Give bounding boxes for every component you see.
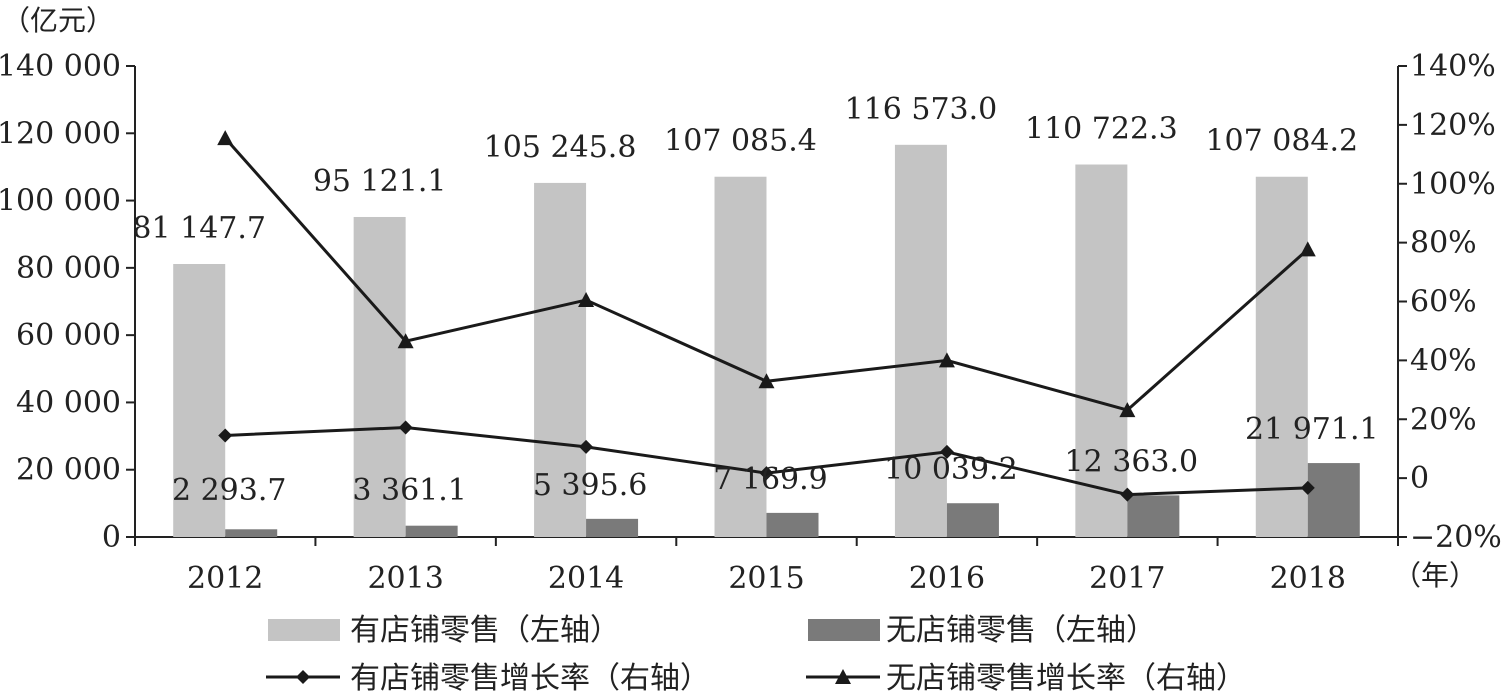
bar-nonstore-sales: [766, 512, 819, 537]
legend: 有店铺零售（左轴） 无店铺零售（左轴） 有店铺零售增长率（右轴） 无店铺零售增长…: [266, 613, 1246, 696]
nonstore-growth-point: [1119, 402, 1136, 418]
right-tick-label: 80%: [1410, 226, 1477, 261]
left-tick-label: 0: [102, 520, 121, 555]
left-tick-label: 20 000: [16, 453, 121, 488]
nonstore-sales-value-label: 2 293.7: [172, 473, 287, 508]
store-growth-point: [939, 444, 954, 459]
legend-diamond-marker: [296, 670, 310, 684]
data-labels: 81 147.7 95 121.1 105 245.8 107 085.4 116 57…: [132, 92, 1378, 508]
nonstore-sales-value-label: 21 971.1: [1245, 412, 1379, 447]
store-sales-value-label: 110 722.3: [1025, 111, 1178, 146]
x-axis-unit: （年）: [1393, 559, 1477, 592]
nonstore-sales-value-label: 5 395.6: [533, 468, 648, 503]
legend-label-nonstore-sales: 无店铺零售（左轴）: [886, 613, 1156, 648]
nonstore-growth-point: [938, 352, 955, 368]
x-tick-label: 2012: [187, 561, 263, 596]
x-tick-label: 2015: [728, 561, 804, 596]
bar-store-sales: [173, 263, 226, 537]
right-tick-label: 60%: [1410, 285, 1477, 320]
bar-store-sales: [534, 182, 587, 537]
x-tick-label: 2018: [1270, 561, 1346, 596]
x-tick-label: 2016: [909, 561, 985, 596]
nonstore-sales-value-label: 3 361.1: [352, 473, 467, 508]
left-tick-label: 100 000: [0, 184, 121, 219]
nonstore-growth-point: [758, 373, 775, 389]
nonstore-growth-point: [578, 292, 595, 308]
bar-store-sales: [1075, 164, 1128, 538]
right-tick-label: 40%: [1410, 343, 1477, 378]
left-tick-label: 120 000: [0, 116, 121, 151]
legend-swatch-store-sales: [268, 619, 340, 641]
nonstore-sales-value-label: 12 363.0: [1065, 444, 1199, 479]
right-tick-label: 0: [1410, 461, 1429, 496]
legend-label-nonstore-growth: 无店铺零售增长率（右轴）: [886, 661, 1246, 696]
nonstore-growth-point: [1299, 241, 1316, 257]
nonstore-sales-value-label: 10 039.2: [884, 452, 1018, 487]
left-tick-label: 60 000: [16, 318, 121, 353]
store-growth-point: [759, 466, 774, 481]
bar-store-sales: [714, 176, 767, 537]
right-tick-label: 140%: [1410, 49, 1496, 84]
bar-store-sales: [894, 144, 947, 537]
x-tick-label: 2017: [1089, 561, 1165, 596]
nonstore-growth-point: [397, 333, 414, 349]
legend-swatch-nonstore-sales: [808, 619, 880, 641]
store-growth-point: [579, 439, 594, 454]
nonstore-growth-point: [217, 130, 234, 146]
legend-triangle-marker: [835, 669, 851, 684]
left-tick-label: 40 000: [16, 385, 121, 420]
bar-store-sales: [353, 216, 406, 537]
bar-nonstore-sales: [405, 525, 458, 537]
bar-nonstore-sales: [586, 518, 639, 537]
store-growth-point: [1300, 480, 1315, 495]
right-tick-label: 100%: [1410, 167, 1496, 202]
left-tick-label: 140 000: [0, 49, 121, 84]
bar-nonstore-sales: [946, 503, 999, 537]
bar-nonstore-sales: [225, 529, 278, 537]
lines: [217, 130, 1316, 502]
bar-nonstore-sales: [1307, 463, 1360, 537]
store-sales-value-label: 95 121.1: [313, 164, 447, 199]
right-tick-label: 120%: [1410, 108, 1496, 143]
bar-store-sales: [1255, 176, 1308, 537]
right-tick-label: 20%: [1410, 402, 1477, 437]
store-growth-point: [1120, 487, 1135, 502]
store-sales-value-label: 107 085.4: [664, 124, 817, 159]
store-sales-value-label: 116 573.0: [845, 92, 998, 127]
x-tick-label: 2013: [367, 561, 443, 596]
store-sales-value-label: 107 084.2: [1205, 124, 1358, 159]
legend-label-store-growth: 有店铺零售增长率（右轴）: [350, 661, 710, 696]
axes: 0 20 000 40 000 60 000 80 000 100 000 120 000 1…: [0, 49, 1502, 596]
nonstore-sales-value-label: 7 169.9: [713, 462, 828, 497]
x-tick-label: 2014: [548, 561, 624, 596]
store-sales-value-label: 105 245.8: [484, 130, 637, 165]
store-growth-point: [398, 420, 413, 435]
right-tick-label: −20%: [1410, 520, 1502, 555]
store-sales-value-label: 81 147.7: [132, 211, 266, 246]
left-tick-label: 80 000: [16, 251, 121, 286]
left-axis-unit: （亿元）: [2, 4, 114, 37]
bars: [173, 144, 1360, 538]
store-growth-point: [218, 428, 233, 443]
legend-label-store-sales: 有店铺零售（左轴）: [350, 613, 620, 648]
bar-nonstore-sales: [1127, 495, 1180, 537]
